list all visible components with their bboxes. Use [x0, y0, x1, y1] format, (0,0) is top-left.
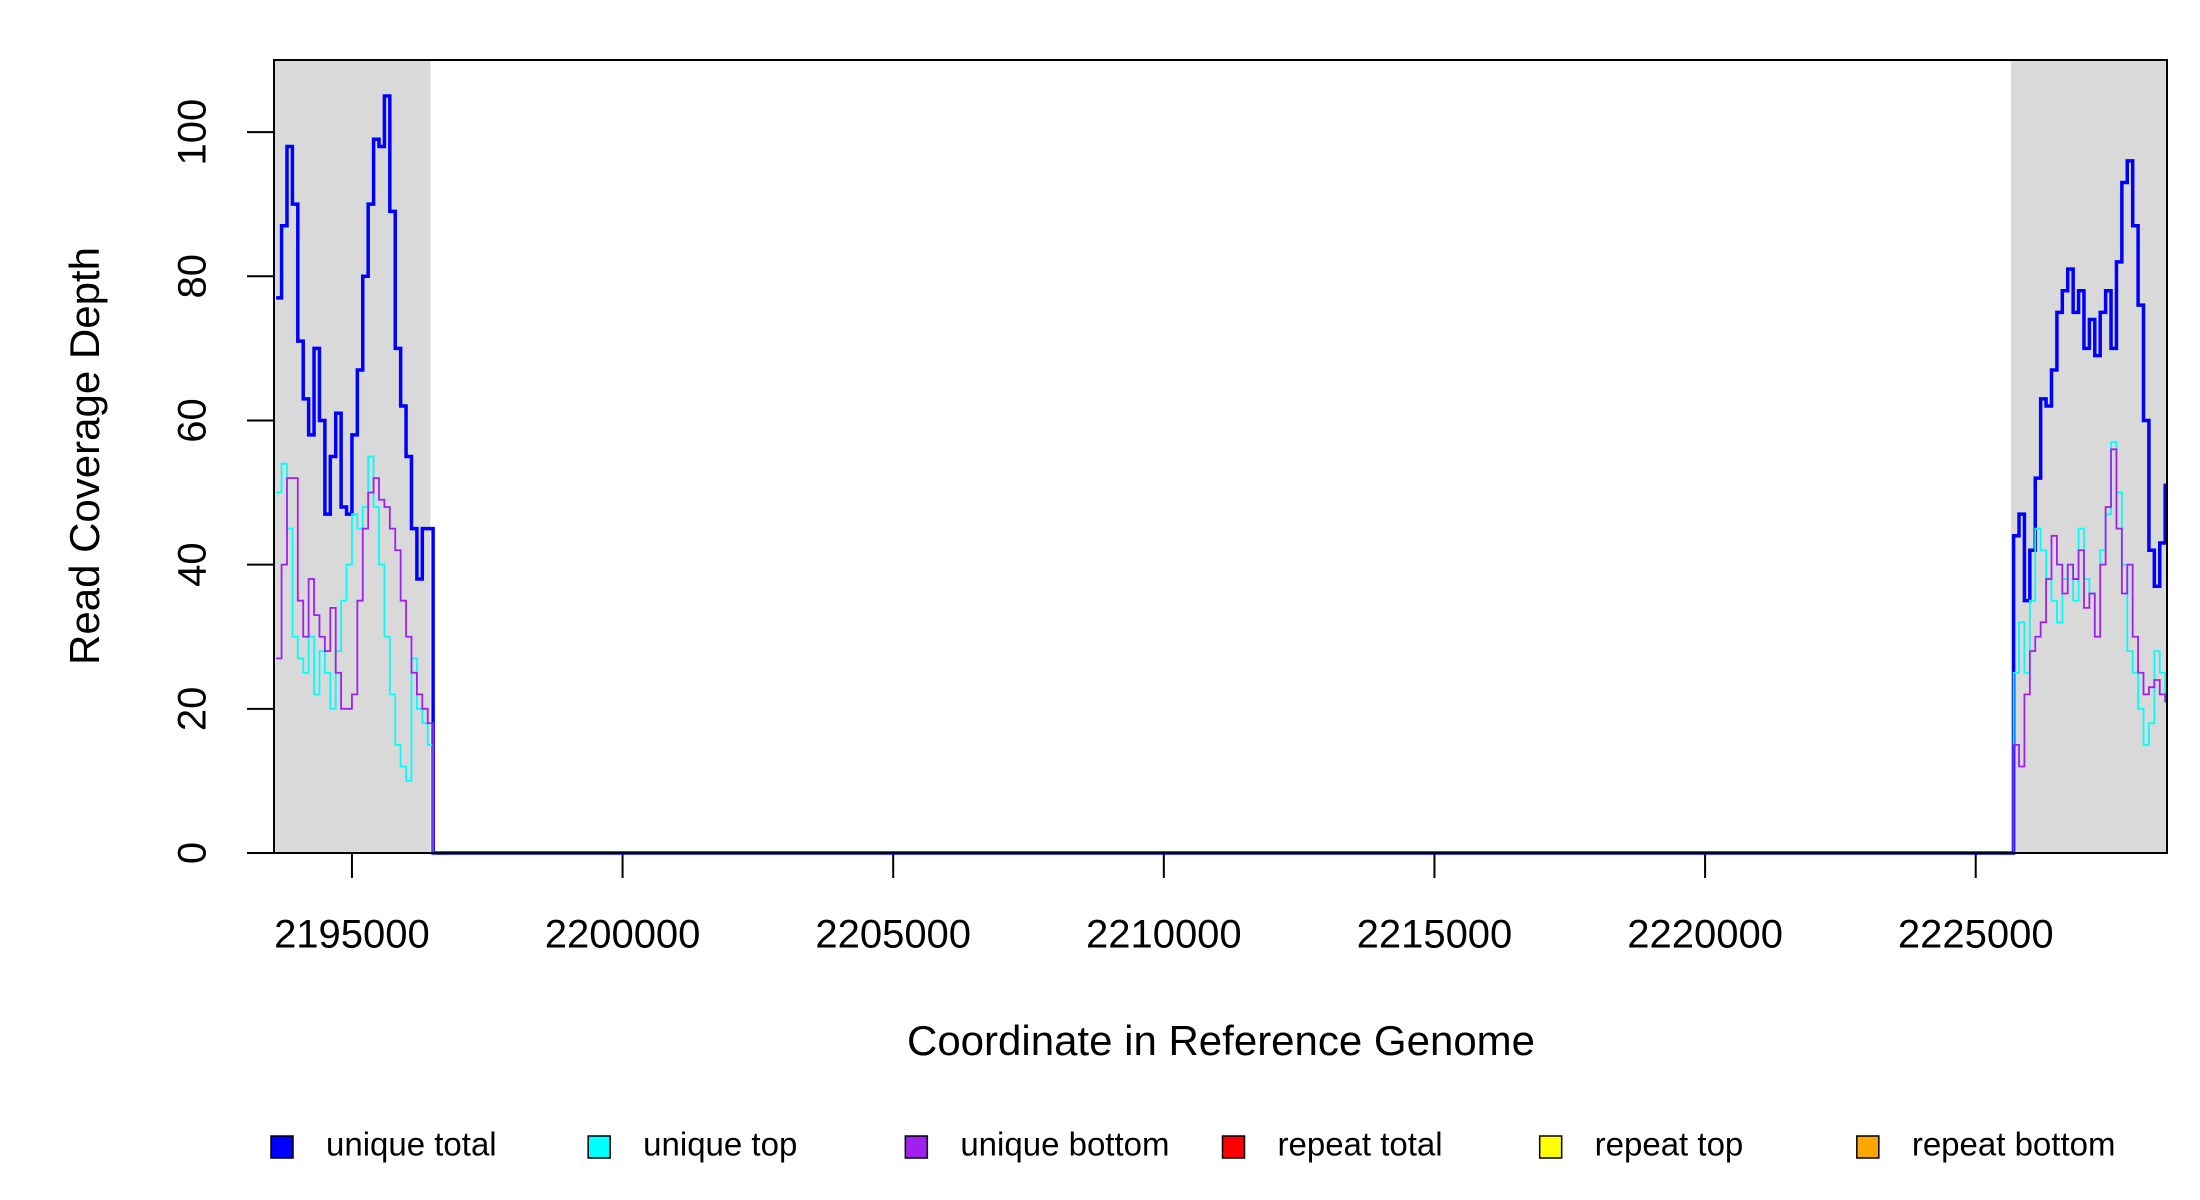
legend-label: unique top: [643, 1126, 797, 1163]
y-tick-label: 100: [171, 99, 215, 166]
legend-swatch: [1221, 1135, 1246, 1159]
legend-label: repeat top: [1595, 1126, 1744, 1163]
shaded-region: [2010, 60, 2167, 853]
y-tick-label: 20: [171, 687, 215, 732]
x-tick-label: 2215000: [1357, 913, 1513, 957]
x-tick-label: 2205000: [815, 913, 971, 957]
series-line: [276, 448, 2167, 854]
legend-swatch: [1538, 1135, 1563, 1159]
x-tick-label: 2220000: [1627, 913, 1783, 957]
y-axis-label: Read Coverage Depth: [61, 247, 108, 665]
legend-label: repeat total: [1278, 1126, 1443, 1163]
x-tick-label: 2225000: [1898, 913, 2054, 957]
legend-swatch: [270, 1135, 294, 1159]
legend-swatch: [1856, 1135, 1880, 1159]
legend-label: unique total: [326, 1126, 497, 1163]
series-line: [276, 94, 2167, 855]
plot-frame: [273, 59, 2168, 854]
x-tick-label: 2195000: [274, 913, 430, 957]
y-tick-label: 80: [171, 254, 215, 299]
series-line: [276, 441, 2167, 854]
y-tick-label: 40: [171, 542, 215, 587]
x-tick-label: 2210000: [1086, 913, 1242, 957]
legend-swatch: [587, 1135, 611, 1159]
y-tick-label: 0: [171, 842, 215, 864]
x-tick-label: 2200000: [545, 913, 701, 957]
y-tick-label: 60: [171, 398, 215, 443]
legend-label: repeat bottom: [1912, 1126, 2116, 1163]
legend-swatch: [904, 1135, 929, 1159]
x-axis-label: Coordinate in Reference Genome: [907, 1017, 1535, 1064]
legend-label: unique bottom: [960, 1126, 1169, 1163]
